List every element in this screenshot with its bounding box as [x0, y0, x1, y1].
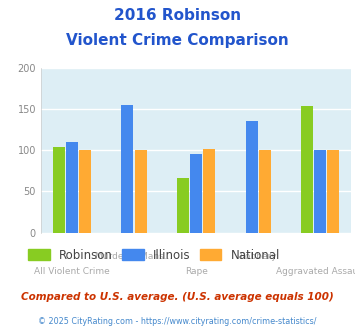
Bar — [79, 150, 91, 233]
Bar — [327, 150, 339, 233]
Text: © 2025 CityRating.com - https://www.cityrating.com/crime-statistics/: © 2025 CityRating.com - https://www.city… — [38, 317, 317, 326]
Text: Robbery: Robbery — [240, 252, 277, 261]
Text: Compared to U.S. average. (U.S. average equals 100): Compared to U.S. average. (U.S. average … — [21, 292, 334, 302]
Bar — [315, 150, 326, 233]
Bar — [121, 105, 133, 233]
Bar — [203, 149, 215, 233]
Text: Rape: Rape — [185, 267, 208, 276]
Text: 2016 Robinson: 2016 Robinson — [114, 8, 241, 23]
Text: All Violent Crime: All Violent Crime — [34, 267, 110, 276]
Bar — [190, 154, 202, 233]
Text: Aggravated Assault: Aggravated Assault — [276, 267, 355, 276]
Bar — [66, 142, 78, 233]
Bar — [246, 121, 258, 233]
Bar — [177, 178, 189, 233]
Text: Violent Crime Comparison: Violent Crime Comparison — [66, 33, 289, 48]
Bar — [301, 106, 313, 233]
Bar — [53, 147, 65, 233]
Bar — [135, 150, 147, 233]
Bar — [259, 150, 271, 233]
Text: Murder & Mans...: Murder & Mans... — [95, 252, 173, 261]
Legend: Robinson, Illinois, National: Robinson, Illinois, National — [24, 244, 285, 266]
